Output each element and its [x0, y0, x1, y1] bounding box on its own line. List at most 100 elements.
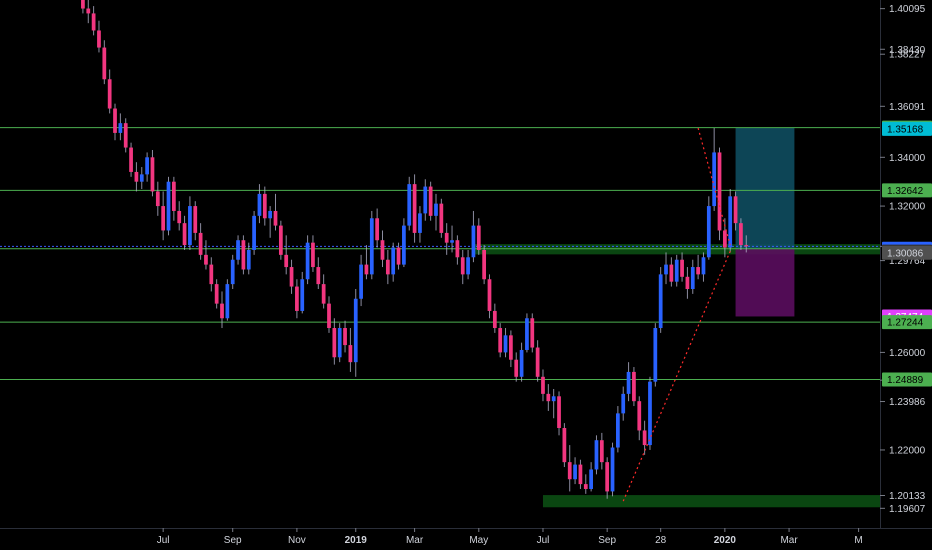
- candle-body: [305, 242, 310, 280]
- candle-body: [86, 8, 91, 14]
- candle-body: [220, 303, 224, 319]
- candle-body: [321, 284, 326, 304]
- candle-body: [268, 210, 273, 219]
- candle-body: [134, 171, 139, 182]
- candle-body: [182, 223, 187, 246]
- candle-body: [343, 328, 347, 346]
- x-tick-label: Nov: [288, 535, 306, 546]
- candle-body: [610, 447, 615, 492]
- candle-body: [209, 264, 214, 285]
- candle-body: [573, 464, 577, 480]
- candle-body: [674, 259, 679, 282]
- price-badge-label: 1.32642: [887, 186, 924, 197]
- y-tick-label: 1.34000: [889, 153, 926, 164]
- candle-body: [642, 430, 647, 446]
- candle-body: [423, 186, 428, 214]
- price-badge: [882, 245, 932, 260]
- candle-body: [327, 303, 331, 329]
- candle-body: [241, 240, 246, 270]
- resistance-zone[interactable]: [473, 244, 880, 255]
- candle-body: [428, 186, 433, 216]
- candle-body: [295, 286, 299, 311]
- candle-body: [616, 413, 620, 448]
- candle-body: [316, 267, 321, 285]
- candle-body: [733, 196, 738, 224]
- candle-body: [728, 196, 733, 248]
- y-tick-label: 1.20133: [889, 491, 926, 502]
- x-tick-label: Mar: [406, 535, 424, 546]
- candle-body: [509, 335, 513, 360]
- candle-body: [562, 428, 567, 463]
- candle-body: [353, 298, 358, 363]
- y-tick-label: 1.29764: [889, 256, 926, 267]
- candle-body: [102, 47, 107, 80]
- y-tick-label: 1.36091: [889, 102, 926, 113]
- candle-body: [161, 206, 166, 231]
- candle-body: [632, 371, 636, 402]
- trend-line[interactable]: [697, 127, 731, 246]
- candle-body: [605, 462, 610, 492]
- candle-body: [369, 218, 374, 275]
- candle-body: [685, 276, 690, 289]
- candle-body: [337, 328, 342, 358]
- candle-body: [412, 184, 417, 233]
- candle-body: [450, 240, 454, 243]
- candle-body: [455, 240, 460, 258]
- candle-body: [396, 247, 401, 265]
- candle-body: [284, 254, 289, 268]
- candle-body: [466, 257, 470, 275]
- candle-body: [706, 206, 711, 258]
- candle-body: [107, 79, 112, 109]
- candle-body: [262, 193, 267, 219]
- candle-body: [375, 218, 380, 241]
- x-tick-label: 28: [655, 535, 667, 546]
- candle-body: [701, 257, 706, 275]
- candle-body: [541, 376, 545, 394]
- trend-line[interactable]: [622, 250, 731, 502]
- candle-body: [599, 440, 604, 463]
- y-tick-label: 1.22000: [889, 445, 926, 456]
- candle-body: [177, 210, 182, 224]
- price-badge: [882, 372, 932, 387]
- candle-body: [546, 393, 551, 402]
- candle-body: [311, 242, 315, 268]
- y-tick-label: 1.19607: [889, 504, 926, 515]
- candle-body: [589, 469, 593, 489]
- candles-layer: [81, 0, 749, 499]
- position-stop-box[interactable]: [735, 248, 795, 317]
- candle-body: [252, 215, 256, 250]
- price-badge-label: 1.24889: [887, 375, 924, 386]
- candle-body: [418, 213, 422, 233]
- candle-body: [492, 310, 497, 329]
- candle-body: [139, 174, 144, 182]
- candle-body: [385, 259, 390, 275]
- candle-body: [225, 284, 230, 319]
- price-badge-label: 1.35168: [887, 124, 924, 135]
- candle-body: [129, 147, 133, 172]
- support-zone[interactable]: [542, 495, 880, 508]
- candle-body: [81, 0, 85, 9]
- time-axis[interactable]: Jul Sep Nov 2019 Mar May Jul Sep 28 2020 Mar M: [157, 528, 863, 546]
- candle-body: [193, 206, 198, 233]
- candle-body: [696, 267, 700, 275]
- candle-body: [188, 206, 192, 246]
- x-tick-label: Jul: [537, 535, 550, 546]
- price-badge-label: 1.30086: [887, 248, 924, 259]
- candle-body: [557, 396, 561, 429]
- candle-body: [236, 240, 240, 260]
- candle-body: [476, 225, 481, 250]
- candle-body: [332, 328, 337, 358]
- levels-layer: [0, 127, 880, 381]
- y-tick-label: 1.40095: [889, 4, 926, 15]
- candle-body: [145, 157, 149, 175]
- x-tick-label: 2019: [345, 535, 368, 546]
- candle-body: [471, 225, 476, 258]
- candle-body: [171, 181, 176, 211]
- candle-body: [680, 259, 684, 277]
- trendlines-layer: [622, 127, 731, 502]
- position-target-box[interactable]: [735, 127, 795, 249]
- candle-body: [717, 152, 722, 231]
- candle-body: [567, 462, 572, 480]
